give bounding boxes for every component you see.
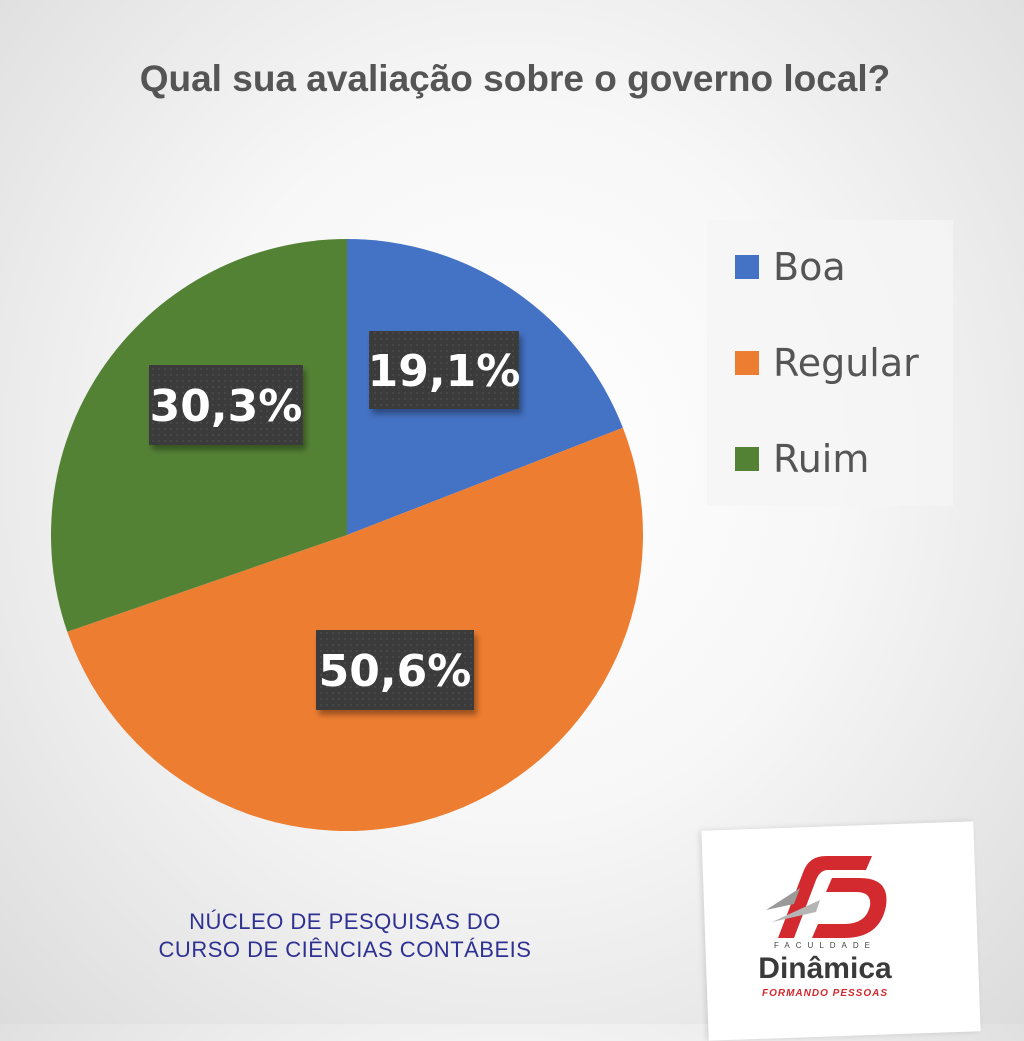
legend-label-ruim: Ruim — [773, 437, 870, 481]
legend-item-boa: Boa — [735, 242, 846, 292]
legend-swatch-regular — [735, 351, 759, 375]
data-label-box-boa — [369, 331, 519, 409]
data-label-boa: 19,1% — [368, 346, 521, 397]
logo-tagline: FORMANDO PESSOAS — [761, 988, 888, 999]
data-label-regular: 50,6% — [319, 646, 472, 697]
pie-slice-regular — [67, 427, 643, 831]
legend-swatch-boa — [735, 255, 759, 279]
footer-line-1: NÚCLEO DE PESQUISAS DO — [189, 909, 501, 934]
legend-label-regular: Regular — [773, 341, 919, 385]
data-label-box-regular — [316, 630, 474, 710]
legend-swatch-ruim — [735, 447, 759, 471]
fd-logo-icon — [766, 856, 887, 938]
footer-credit: NÚCLEO DE PESQUISAS DO CURSO DE CIÊNCIAS… — [90, 908, 600, 964]
chart-title: Qual sua avaliação sobre o governo local… — [139, 58, 891, 99]
legend-label-boa: Boa — [773, 245, 846, 289]
logo-faculdade: FACULDADE — [773, 941, 876, 950]
legend-item-regular: Regular — [735, 338, 919, 388]
legend-item-ruim: Ruim — [735, 434, 869, 484]
data-label-ruim: 30,3% — [150, 381, 303, 432]
logo-name: Dinâmica — [758, 952, 892, 985]
data-label-box-ruim — [149, 365, 303, 445]
chart-legend: Boa Regular Ruim — [707, 220, 953, 506]
footer-line-2: CURSO DE CIÊNCIAS CONTÁBEIS — [158, 937, 532, 962]
